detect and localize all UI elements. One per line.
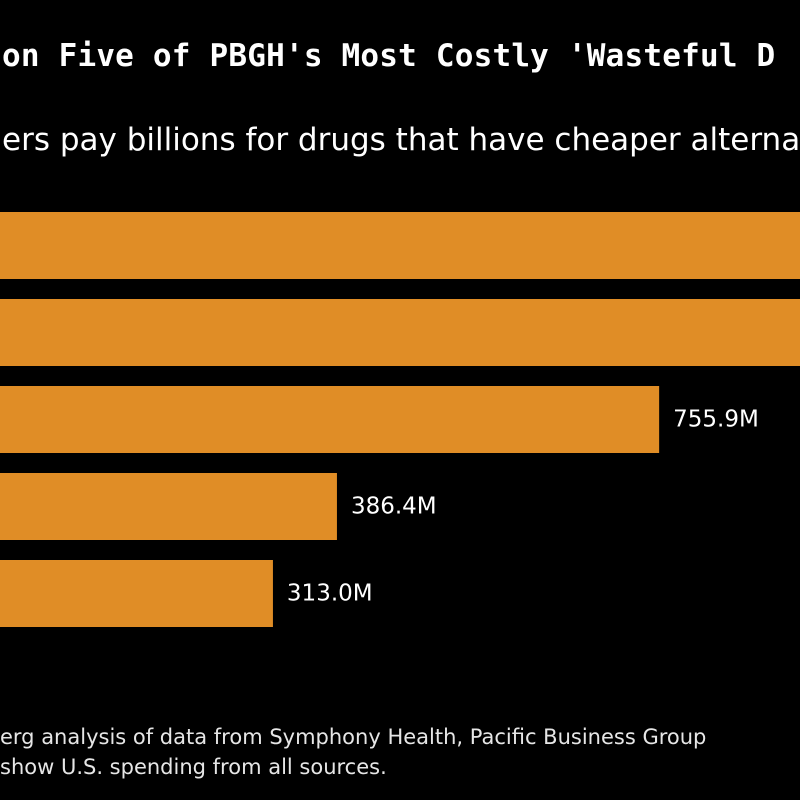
bar-value-label: 313.0M [287,581,373,607]
bar [0,560,273,627]
bar-value-label: 755.9M [673,407,759,433]
bar [0,212,800,279]
footnote-line-2: show U.S. spending from all sources. [0,755,387,779]
chart-title: on Five of PBGH's Most Costly 'Wasteful … [2,38,776,74]
bar [0,473,337,540]
footnote-line-1: erg analysis of data from Symphony Healt… [0,725,707,749]
bar [0,386,660,453]
footnote: erg analysis of data from Symphony Healt… [0,722,706,782]
bar [0,299,800,366]
bar-value-label: 386.4M [351,494,437,520]
chart-subtitle: ers pay billions for drugs that have che… [2,122,800,158]
